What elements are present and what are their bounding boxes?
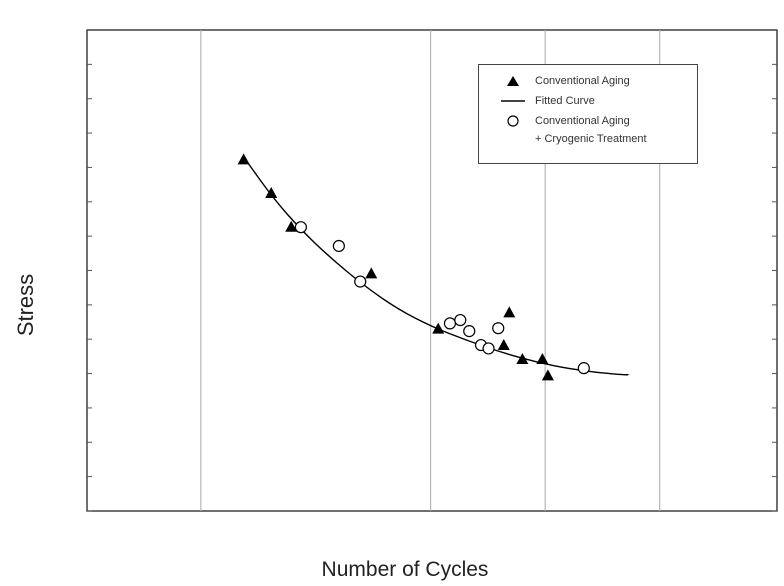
- legend: Conventional Aging Fitted Curve Conventi…: [478, 64, 698, 164]
- data-point-conventional-aging: [503, 306, 516, 318]
- data-point-cryogenic-treatment: [454, 313, 467, 327]
- legend-item-cryogenic: Conventional Aging: [479, 113, 697, 129]
- legend-label: + Cryogenic Treatment: [535, 133, 647, 145]
- data-point-conventional-aging: [536, 352, 549, 364]
- open-circle-icon: [507, 115, 519, 127]
- data-point-conventional-aging: [265, 187, 278, 199]
- data-point-cryogenic-treatment: [332, 239, 345, 253]
- legend-item-conventional-aging: Conventional Aging: [479, 73, 697, 89]
- x-axis-label: Number of Cycles: [321, 558, 489, 581]
- data-point-conventional-aging: [541, 369, 554, 381]
- data-point-cryogenic-treatment: [492, 322, 505, 335]
- data-point-conventional-aging: [497, 339, 510, 351]
- legend-label: Conventional Aging: [535, 115, 630, 127]
- legend-item-fitted-curve: Fitted Curve: [479, 93, 697, 109]
- legend-label: Conventional Aging: [535, 75, 630, 87]
- data-point-cryogenic-treatment: [577, 362, 590, 375]
- data-point-conventional-aging: [237, 153, 250, 165]
- axis-ticks: [87, 63, 777, 512]
- data-point-conventional-aging: [365, 267, 378, 279]
- line-icon: [501, 100, 525, 102]
- data-point-cryogenic-treatment: [294, 221, 307, 234]
- data-point-cryogenic-treatment: [482, 342, 495, 355]
- data-point-conventional-aging: [432, 322, 445, 334]
- data-point-conventional-aging: [285, 220, 298, 232]
- filled-triangle-icon: [507, 76, 519, 86]
- legend-label: Fitted Curve: [535, 95, 595, 107]
- data-point-cryogenic-treatment: [463, 325, 476, 338]
- y-axis-label: Stress: [13, 273, 38, 337]
- legend-item-cryogenic-cont: + Cryogenic Treatment: [479, 131, 697, 147]
- data-point-conventional-aging: [516, 352, 529, 364]
- data-marks: [237, 153, 590, 381]
- data-point-cryogenic-treatment: [443, 317, 457, 330]
- data-point-cryogenic-treatment: [354, 275, 367, 288]
